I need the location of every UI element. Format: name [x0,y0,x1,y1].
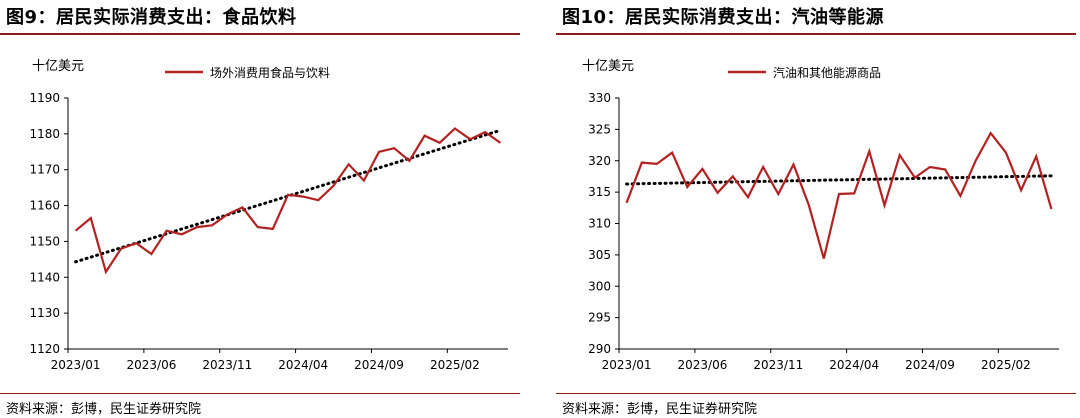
chart-title: 图9：居民实际消费支出：食品饮料 [6,7,297,28]
source-note: 资料来源：彭博，民生证券研究院 [6,402,202,417]
x-tick-label: 2023/06 [127,358,177,372]
y-tick-label: 315 [588,185,611,199]
line-chart-energy: 290 295 300 305 310 315 320 325 330 2023/01 2023/0… [588,65,1059,372]
x-tick-label: 2023/06 [678,358,728,372]
y-tick-label: 320 [588,154,611,168]
legend-label: 场外消费用食品与饮料 [210,65,330,80]
title-divider [556,33,1076,35]
y-tick-label: 1140 [29,270,60,284]
x-tick-label: 2023/11 [202,358,252,372]
y-tick-label: 1150 [29,234,60,248]
y-tick-label: 1170 [29,163,60,177]
trendline [625,174,1053,186]
y-tick-label: 325 [588,122,611,136]
y-axis-unit: 十亿美元 [582,59,635,74]
y-tick-label: 310 [588,217,611,231]
series-line [625,131,1053,259]
y-tick-label: 1130 [29,306,60,320]
source-note: 资料来源：彭博，民生证券研究院 [562,402,758,417]
y-tick-label: 295 [588,311,611,325]
y-tick-label: 330 [588,91,611,105]
line-chart-food: 1120 1130 1140 1150 1160 1170 1180 1190 2023/01 2… [29,65,508,372]
source-divider [0,393,520,394]
y-tick-label: 1190 [29,91,60,105]
y-tick-label: 300 [588,279,611,293]
x-tick-label: 2025/02 [981,358,1031,372]
y-tick-label: 1120 [29,342,60,356]
y-tick-label: 305 [588,248,611,262]
x-tick-label: 2024/04 [278,358,328,372]
title-divider [0,33,520,35]
x-tick-label: 2024/04 [829,358,879,372]
chart-title: 图10：居民实际消费支出：汽油等能源 [562,7,885,28]
x-tick-label: 2024/09 [905,358,955,372]
x-tick-label: 2023/01 [602,358,652,372]
y-axis-unit: 十亿美元 [32,59,85,74]
series-line [74,127,502,275]
chart-panel-food: 图9：居民实际消费支出：食品饮料 十亿美元 1120 1130 1140 1150 11… [0,0,520,418]
y-tick-label: 1180 [29,127,60,141]
x-tick-label: 2023/01 [51,358,101,372]
y-tick-label: 1160 [29,199,60,213]
y-tick-label: 290 [588,342,611,356]
source-divider [556,393,1076,394]
x-tick-label: 2025/02 [430,358,480,372]
legend-label: 汽油和其他能源商品 [773,65,881,80]
x-tick-label: 2024/09 [354,358,404,372]
chart-panel-energy: 图10：居民实际消费支出：汽油等能源 十亿美元 290 295 300 305 310 3… [556,0,1076,418]
x-tick-label: 2023/11 [753,358,803,372]
